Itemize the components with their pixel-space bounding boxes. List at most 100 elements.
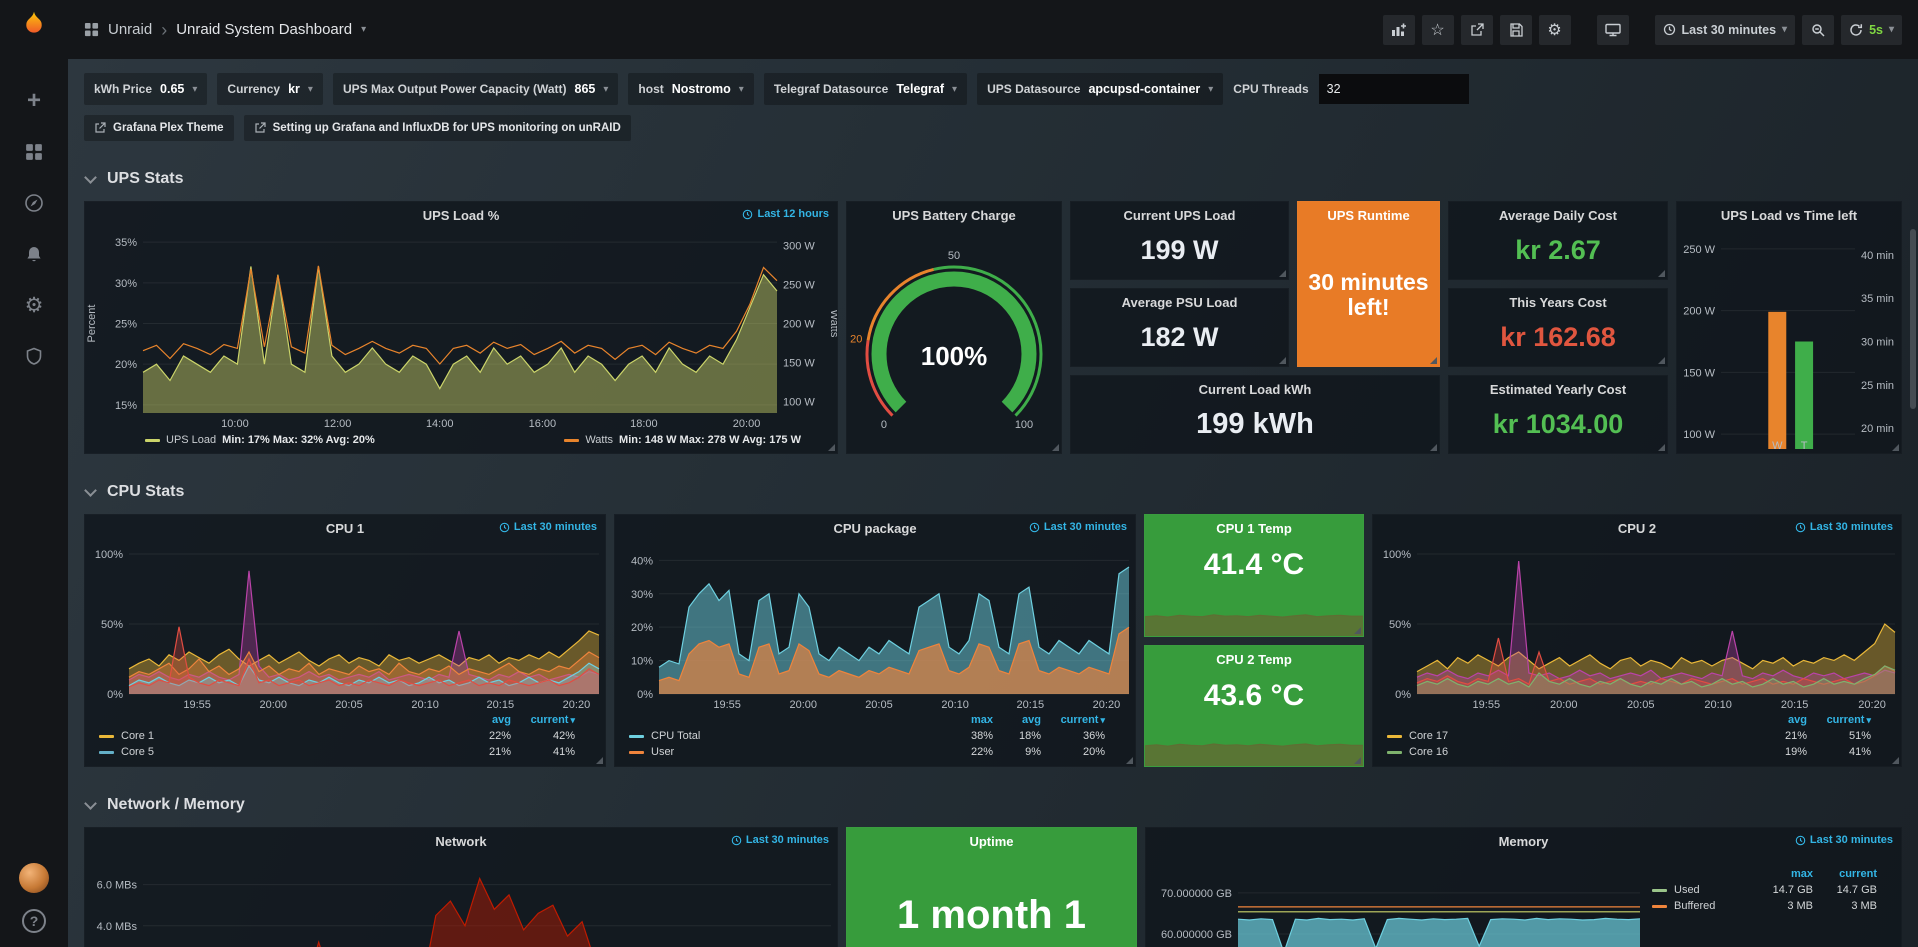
section-cpu-stats[interactable]: CPU Stats [84,480,1902,504]
user-avatar[interactable] [19,863,49,893]
panel-title[interactable]: CPU 1 Temp [1216,521,1292,536]
panel-title[interactable]: UPS Load % [422,207,500,223]
ups-load-chart[interactable]: 15% 20% 25% 30% 35% 100 W 150 W 200 W 250 W 300 W… [85,228,840,431]
panel-title[interactable]: CPU 1 [325,520,365,536]
variable-ups-max-output[interactable]: UPS Max Output Power Capacity (Watt) 865… [332,73,619,105]
legend-item[interactable]: Buffered [1652,900,1749,912]
dashboard-title[interactable]: Unraid System Dashboard [176,21,353,38]
legend-sort-avg[interactable]: avg [492,714,511,726]
explore-compass-icon[interactable] [21,190,47,216]
cpu-package-chart[interactable]: 0% 10% 20% 30% 40% 19:55 20:00 20:05 20:10 20:15 2… [615,541,1135,712]
variable-currency[interactable]: Currency kr ▾ [217,73,323,105]
panel-cpu2: CPU 2 Last 30 minutes 0% 50% 100% 19:55 20:0… [1372,514,1902,767]
panel-title[interactable]: Average PSU Load [1121,295,1238,310]
cycle-view-monitor-button[interactable] [1596,14,1629,45]
dashboards-icon[interactable] [21,139,47,165]
panel-title[interactable]: Estimated Yearly Cost [1489,382,1627,397]
refresh-interval-label[interactable]: 5s [1869,22,1883,37]
clock-icon [731,835,742,845]
svg-text:50%: 50% [1389,619,1411,631]
panel-title[interactable]: Current Load kWh [1198,382,1312,397]
share-dashboard-button[interactable] [1460,14,1493,45]
variable-telegraf-datasource[interactable]: Telegraf Datasource Telegraf ▾ [763,73,968,105]
svg-text:35%: 35% [115,237,137,249]
panel-title[interactable]: Current UPS Load [1123,208,1236,223]
create-plus-icon[interactable]: + [26,87,41,114]
legend-item[interactable]: Core 17 [1387,730,1751,742]
panel-title[interactable]: UPS Battery Charge [892,207,1016,223]
legend-sort-current[interactable]: current [1839,868,1877,880]
link-ups-monitoring-guide[interactable]: Setting up Grafana and InfluxDB for UPS … [243,115,631,141]
panel-title[interactable]: CPU 2 Temp [1216,651,1292,667]
section-ups-stats[interactable]: UPS Stats [84,167,1902,191]
grafana-logo-icon[interactable] [21,10,47,36]
clock-icon [499,522,510,532]
legend-item[interactable]: Watts Min: 148 W Max: 278 W Avg: 175 W [564,434,801,446]
server-admin-shield-icon[interactable] [21,343,47,369]
svg-text:4.0 MBs: 4.0 MBs [97,921,138,933]
panel-title[interactable]: This Years Cost [1509,295,1607,310]
navbar-actions: ☆ ⚙ Last 30 minutes ▾ [1382,14,1902,45]
add-panel-button[interactable] [1382,14,1415,45]
variable-host[interactable]: host Nostromo ▾ [628,73,754,105]
svg-text:100 W: 100 W [1683,429,1715,441]
legend-sort-current[interactable]: current ▾ [1060,714,1105,726]
cpu1-chart[interactable]: 0% 50% 100% 19:55 20:00 20:05 20:10 20:15 20:20 [85,541,605,712]
legend-sort-current[interactable]: current ▾ [530,714,575,726]
legend-item[interactable]: UPS Load Min: 17% Max: 32% Avg: 20% [145,434,375,446]
configuration-gear-icon[interactable]: ⚙ [24,293,44,317]
refresh-button[interactable]: 5s ▾ [1841,14,1902,45]
panel-time-override: Last 30 minutes [1795,521,1893,533]
variable-kwh-price[interactable]: kWh Price 0.65 ▾ [84,73,208,105]
alerting-bell-icon[interactable] [21,241,47,267]
cpu2-chart[interactable]: 0% 50% 100% 19:55 20:00 20:05 20:10 20:15 20:20 [1373,541,1901,712]
save-dashboard-button[interactable] [1499,14,1532,45]
time-range-picker[interactable]: Last 30 minutes ▾ [1654,14,1796,45]
chevron-down-icon[interactable]: ▾ [1888,24,1894,35]
legend-item[interactable]: Core 16 [1387,746,1751,758]
legend-sort-avg[interactable]: avg [1022,714,1041,726]
battery-gauge[interactable]: 100% 0 20 50 100 [847,228,1061,453]
dashboard-settings-button[interactable]: ⚙ [1538,14,1571,45]
link-grafana-plex-theme[interactable]: Grafana Plex Theme [84,115,234,141]
variable-cpu-threads: CPU Threads [1233,73,1469,105]
legend-item[interactable]: CPU Total [629,730,945,742]
svg-text:20:20: 20:20 [1093,699,1121,711]
cpu2-temp-sparkline [1144,730,1363,766]
panel-title[interactable]: Average Daily Cost [1498,208,1617,223]
legend-item[interactable]: User [629,746,945,758]
legend-sort-current[interactable]: current ▾ [1826,714,1871,726]
legend-item[interactable]: Core 5 [99,746,455,758]
panel-title[interactable]: CPU package [833,520,917,536]
legend-item[interactable]: Used [1652,884,1749,896]
panel-title[interactable]: UPS Load vs Time left [1720,207,1858,223]
legend-item[interactable]: Core 1 [99,730,455,742]
legend-sort-max[interactable]: max [970,714,993,726]
legend-value: 22% [488,730,511,742]
section-title: Network / Memory [107,796,245,813]
variable-ups-datasource[interactable]: UPS Datasource apcupsd-container ▾ [977,73,1224,105]
svg-text:19:55: 19:55 [1473,699,1501,711]
zoom-out-button[interactable] [1802,14,1835,45]
panel-title[interactable]: Memory [1498,833,1549,849]
svg-text:Percent: Percent [86,305,98,343]
breadcrumb[interactable]: Unraid › Unraid System Dashboard ▾ [84,21,366,39]
panel-title[interactable]: Network [435,833,487,849]
star-dashboard-button[interactable]: ☆ [1421,14,1454,45]
ups-load-vs-time-chart[interactable]: 100 W 150 W 200 W 250 W 20 min 25 min 30 min 35… [1677,228,1901,453]
breadcrumb-folder[interactable]: Unraid [108,21,153,38]
panel-time-override: Last 30 minutes [499,521,597,533]
scrollbar-thumb[interactable] [1910,229,1916,409]
legend-sort-max[interactable]: max [1790,868,1813,880]
legend-sort-avg[interactable]: avg [1788,714,1807,726]
svg-text:200 W: 200 W [783,319,815,331]
section-network-memory[interactable]: Network / Memory [84,793,1902,817]
help-icon[interactable]: ? [22,909,46,933]
panel-title[interactable]: CPU 2 [1617,520,1657,536]
cpu-threads-input[interactable] [1318,74,1469,104]
chevron-down-icon[interactable]: ▾ [361,24,367,35]
panel-title[interactable]: Uptime [969,834,1014,849]
panel-title[interactable]: UPS Runtime [1327,208,1410,223]
